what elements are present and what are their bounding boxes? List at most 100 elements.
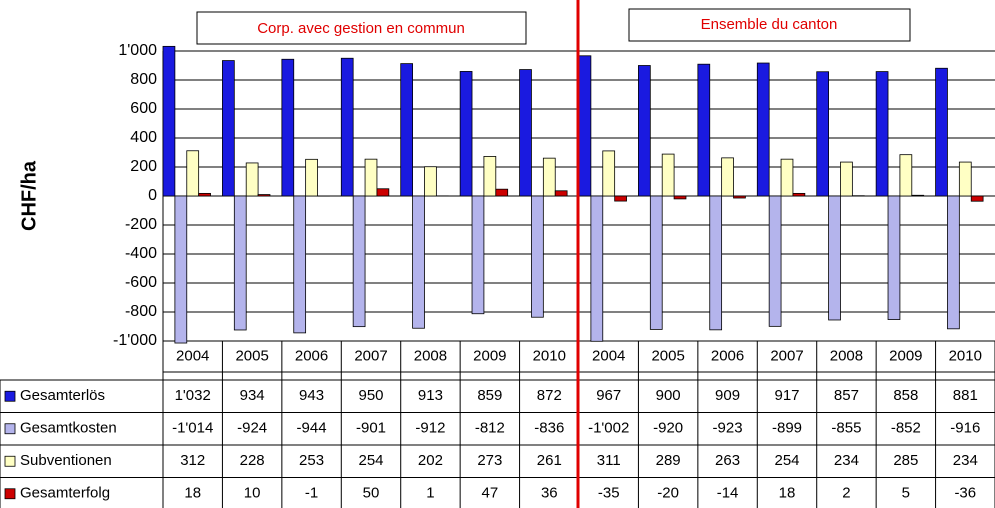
table-cell: -899 — [772, 420, 802, 437]
y-tick-label: -1'000 — [113, 332, 157, 349]
table-cell: 934 — [240, 387, 265, 404]
y-tick-label: -400 — [125, 245, 157, 262]
bar — [792, 192, 806, 197]
y-tick-label: 800 — [130, 71, 157, 88]
group-box — [628, 8, 911, 42]
bar — [495, 188, 509, 197]
bar — [174, 195, 188, 344]
table-cell: -920 — [653, 420, 683, 437]
table-cell: 1'032 — [175, 387, 211, 404]
table-cell: -923 — [713, 420, 743, 437]
bar — [828, 195, 841, 321]
x-tick-label: 2009 — [889, 347, 922, 364]
bar — [352, 195, 366, 328]
bar — [816, 71, 830, 197]
table-cell: 253 — [299, 452, 324, 469]
table-cell: 950 — [358, 387, 383, 404]
table-cell: -20 — [657, 485, 679, 502]
x-tick-label: 2008 — [830, 347, 863, 364]
table-cell: 254 — [358, 452, 383, 469]
bar — [899, 154, 913, 197]
table-cell: 312 — [180, 452, 205, 469]
bar — [222, 60, 235, 197]
legend-label: Gesamterlös — [20, 387, 105, 404]
table-cell: 859 — [477, 387, 502, 404]
legend-key — [4, 488, 16, 500]
bar — [186, 150, 200, 197]
bar — [697, 63, 711, 197]
bar — [602, 150, 616, 197]
bar — [424, 166, 437, 197]
bar — [471, 195, 485, 315]
bar — [590, 195, 604, 342]
table-cell: -944 — [297, 420, 327, 437]
bar — [554, 190, 568, 197]
table-cell: 50 — [363, 485, 380, 502]
table-cell: 913 — [418, 387, 443, 404]
table-cell: 2 — [842, 485, 850, 502]
bar — [376, 188, 390, 197]
table-cell: 261 — [537, 452, 562, 469]
table-cell: 285 — [893, 452, 918, 469]
bar — [875, 71, 889, 197]
table-cell: 36 — [541, 485, 558, 502]
table-cell: -836 — [534, 420, 564, 437]
bar — [709, 195, 723, 331]
table-cell: 47 — [482, 485, 499, 502]
table-cell: -1'002 — [588, 420, 629, 437]
y-tick-label: 600 — [130, 100, 157, 117]
bar — [305, 158, 318, 197]
bar — [364, 158, 378, 197]
table-cell: -1 — [305, 485, 318, 502]
x-tick-label: 2009 — [473, 347, 506, 364]
bar — [400, 63, 414, 197]
table-cell: 900 — [656, 387, 681, 404]
table-cell: 311 — [597, 452, 621, 469]
group-label: Ensemble du canton — [701, 16, 838, 33]
bar — [519, 69, 532, 197]
table-cell: 273 — [477, 452, 502, 469]
bar — [958, 161, 972, 197]
x-tick-label: 2004 — [592, 347, 625, 364]
table-cell: 5 — [902, 485, 910, 502]
bar — [162, 45, 176, 197]
y-axis-label: CHF/ha — [18, 160, 40, 231]
table-cell: 234 — [834, 452, 859, 469]
table-cell: 943 — [299, 387, 324, 404]
table-cell: -36 — [954, 485, 976, 502]
table-cell: 872 — [537, 387, 562, 404]
table-cell: -901 — [356, 420, 386, 437]
x-tick-label: 2006 — [295, 347, 328, 364]
table-cell: -924 — [237, 420, 267, 437]
table-cell: 263 — [715, 452, 740, 469]
table-cell: 202 — [418, 452, 443, 469]
bar — [531, 195, 544, 318]
x-tick-label: 2007 — [354, 347, 387, 364]
table-cell: 289 — [656, 452, 681, 469]
bar — [756, 62, 770, 197]
table-cell: 881 — [953, 387, 978, 404]
table-cell: 967 — [596, 387, 621, 404]
bar — [614, 195, 627, 202]
table-cell: -855 — [831, 420, 861, 437]
x-tick-label: 2005 — [651, 347, 684, 364]
bar — [340, 57, 354, 197]
bar — [649, 195, 663, 330]
x-tick-label: 2004 — [176, 347, 209, 364]
table-cell: 254 — [774, 452, 799, 469]
group-box — [196, 11, 527, 45]
table-cell: -812 — [475, 420, 505, 437]
legend-label: Gesamtkosten — [20, 420, 117, 437]
table-cell: 10 — [244, 485, 261, 502]
bar — [542, 157, 556, 197]
y-tick-label: 200 — [130, 158, 157, 175]
table-cell: -14 — [717, 485, 739, 502]
bar — [578, 55, 592, 197]
bar — [412, 195, 425, 329]
table-cell: 858 — [893, 387, 918, 404]
x-tick-label: 2010 — [949, 347, 982, 364]
bar — [970, 195, 984, 202]
legend-label: Subventionen — [20, 452, 112, 469]
bar — [233, 195, 247, 331]
